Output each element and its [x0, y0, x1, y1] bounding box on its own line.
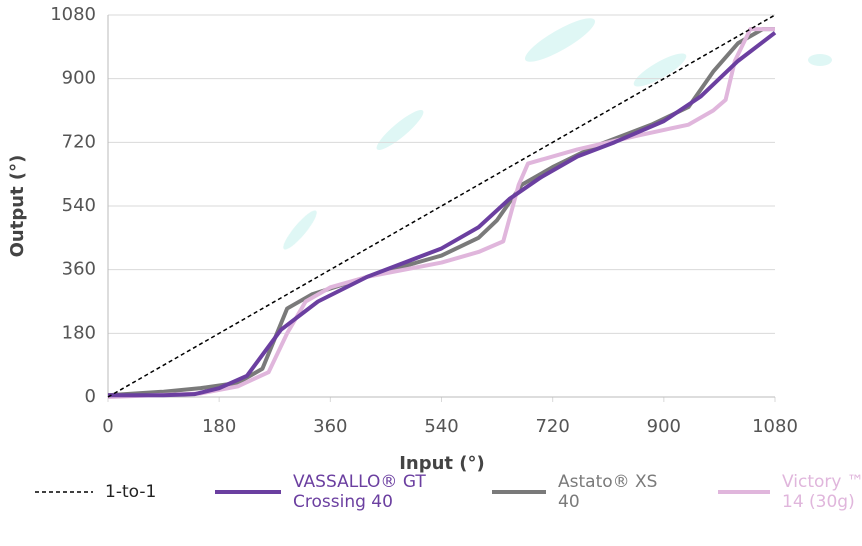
- y-tick-label: 540: [62, 195, 96, 216]
- y-tick-label: 720: [62, 131, 96, 152]
- x-tick-label: 360: [313, 416, 347, 437]
- x-tick-label: 720: [535, 416, 569, 437]
- x-tick-label: 0: [102, 416, 113, 437]
- legend-label: VASSALLO® GT Crossing 40: [293, 472, 426, 512]
- x-tick-label: 900: [647, 416, 681, 437]
- x-tick-label: 180: [202, 416, 236, 437]
- legend-label: Victory ™ 14 (30g): [782, 472, 862, 512]
- y-tick-label: 360: [62, 259, 96, 280]
- series-line: [108, 31, 777, 398]
- legend-label: Astato® XS 40: [558, 472, 658, 512]
- x-axis-label: Input (°): [399, 453, 485, 474]
- y-tick-label: 1080: [50, 4, 96, 25]
- y-tick-label: 900: [62, 68, 96, 89]
- series-line: [107, 27, 775, 399]
- series-line: [107, 14, 776, 398]
- background-decor: [283, 18, 832, 250]
- x-tick-label: 540: [424, 416, 458, 437]
- x-tick-label: 1080: [752, 416, 798, 437]
- y-tick-label: 180: [62, 322, 96, 343]
- legend-label: 1-to-1: [105, 482, 157, 502]
- y-tick-label: 0: [85, 386, 96, 407]
- y-axis-label: Output (°): [7, 155, 28, 258]
- series-line: [107, 27, 775, 398]
